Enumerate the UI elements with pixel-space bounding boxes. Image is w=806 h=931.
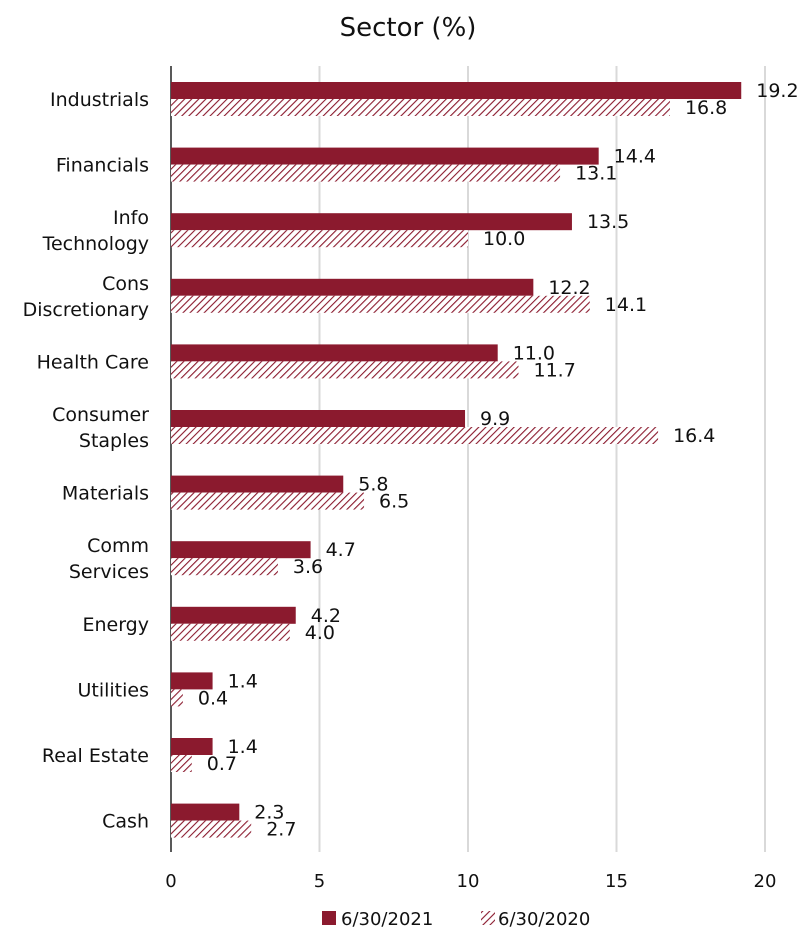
- bar-2020: [171, 689, 183, 707]
- data-label-2020: 10.0: [483, 228, 525, 250]
- x-axis-tick-labels: 0 5 10 15 20: [165, 871, 776, 892]
- bar-2020: [171, 99, 670, 116]
- x-tick-label: 20: [754, 871, 777, 892]
- bar-2021: [171, 475, 344, 493]
- chart-title: Sector (%): [340, 13, 477, 43]
- bar-2021: [171, 606, 296, 624]
- x-tick-label: 10: [457, 871, 480, 892]
- data-label-2021: 13.5: [587, 211, 629, 233]
- category-label: Health Care: [37, 351, 149, 373]
- data-label-2021: 11.0: [513, 342, 555, 364]
- bars: [171, 82, 742, 838]
- legend-swatch-2021: [322, 911, 336, 925]
- bar-2020: [171, 164, 561, 182]
- bar-2020: [171, 427, 659, 444]
- category-label: Real Estate: [42, 745, 149, 767]
- data-labels: 19.2 16.8 14.413.1 13.5 10.0 12.2 14.1 11.011.7…: [198, 80, 799, 841]
- data-label-2020: 13.1: [575, 163, 617, 185]
- data-label-2021: 2.3: [254, 802, 284, 824]
- data-label-2021: 4.2: [311, 605, 341, 627]
- category-label: Industrials: [50, 89, 149, 111]
- data-label-2021: 12.2: [548, 277, 590, 299]
- data-label-2020: 0.4: [198, 687, 228, 709]
- data-label-2020: 11.7: [533, 359, 575, 381]
- category-label: Info Technology: [42, 207, 149, 255]
- category-labels: Industrials Financials Info Technology Cons D…: [23, 89, 150, 833]
- bar-2021: [171, 147, 599, 165]
- category-label: Materials: [62, 483, 149, 505]
- category-label: Consumer Staples: [52, 404, 149, 452]
- legend-label-2020: 6/30/2020: [498, 909, 590, 930]
- bar-2020: [171, 755, 192, 772]
- data-label-2020: 4.0: [305, 622, 335, 644]
- gridlines: [170, 66, 766, 852]
- bar-2021: [171, 803, 240, 821]
- category-label: Cash: [102, 811, 149, 833]
- data-label-2021: 1.4: [228, 670, 258, 692]
- bar-2021: [171, 738, 213, 755]
- data-label-2021: 1.4: [228, 736, 258, 758]
- bar-2020: [171, 820, 252, 838]
- bar-2020: [171, 361, 519, 379]
- bar-2021: [171, 410, 466, 427]
- bar-2021: [171, 278, 534, 296]
- legend-swatch-2020: [481, 911, 495, 925]
- category-label: Comm Services: [69, 535, 149, 583]
- x-tick-label: 15: [605, 871, 628, 892]
- category-label: Energy: [82, 614, 149, 636]
- data-label-2020: 3.6: [293, 556, 323, 578]
- x-tick-label: 5: [314, 871, 325, 892]
- data-label-2021: 19.2: [756, 80, 798, 102]
- legend-label-2021: 6/30/2021: [341, 909, 433, 930]
- data-label-2021: 14.4: [614, 146, 656, 168]
- data-label-2021: 4.7: [326, 539, 356, 561]
- bar-2020: [171, 558, 278, 576]
- data-label-2021: 9.9: [480, 408, 510, 430]
- bar-2020: [171, 492, 365, 510]
- bar-2021: [171, 672, 213, 690]
- data-label-2020: 16.8: [685, 97, 727, 119]
- bar-2021: [171, 213, 572, 231]
- legend: 6/30/2021 6/30/2020: [322, 909, 590, 930]
- data-label-2020: 2.7: [266, 819, 296, 841]
- data-label-2021: 5.8: [358, 474, 388, 496]
- bar-2020: [171, 295, 590, 313]
- category-label: Cons Discretionary: [23, 273, 149, 321]
- bar-2021: [171, 82, 742, 99]
- category-label: Financials: [56, 155, 149, 177]
- category-label: Utilities: [77, 679, 149, 701]
- bar-2020: [171, 230, 468, 248]
- data-label-2020: 16.4: [673, 425, 715, 447]
- bar-2021: [171, 344, 498, 362]
- data-label-2020: 14.1: [605, 294, 647, 316]
- data-label-2020: 0.7: [207, 753, 237, 775]
- data-label-2020: 6.5: [379, 491, 409, 513]
- bar-2021: [171, 541, 311, 559]
- bar-2020: [171, 623, 290, 641]
- x-tick-label: 0: [165, 871, 176, 892]
